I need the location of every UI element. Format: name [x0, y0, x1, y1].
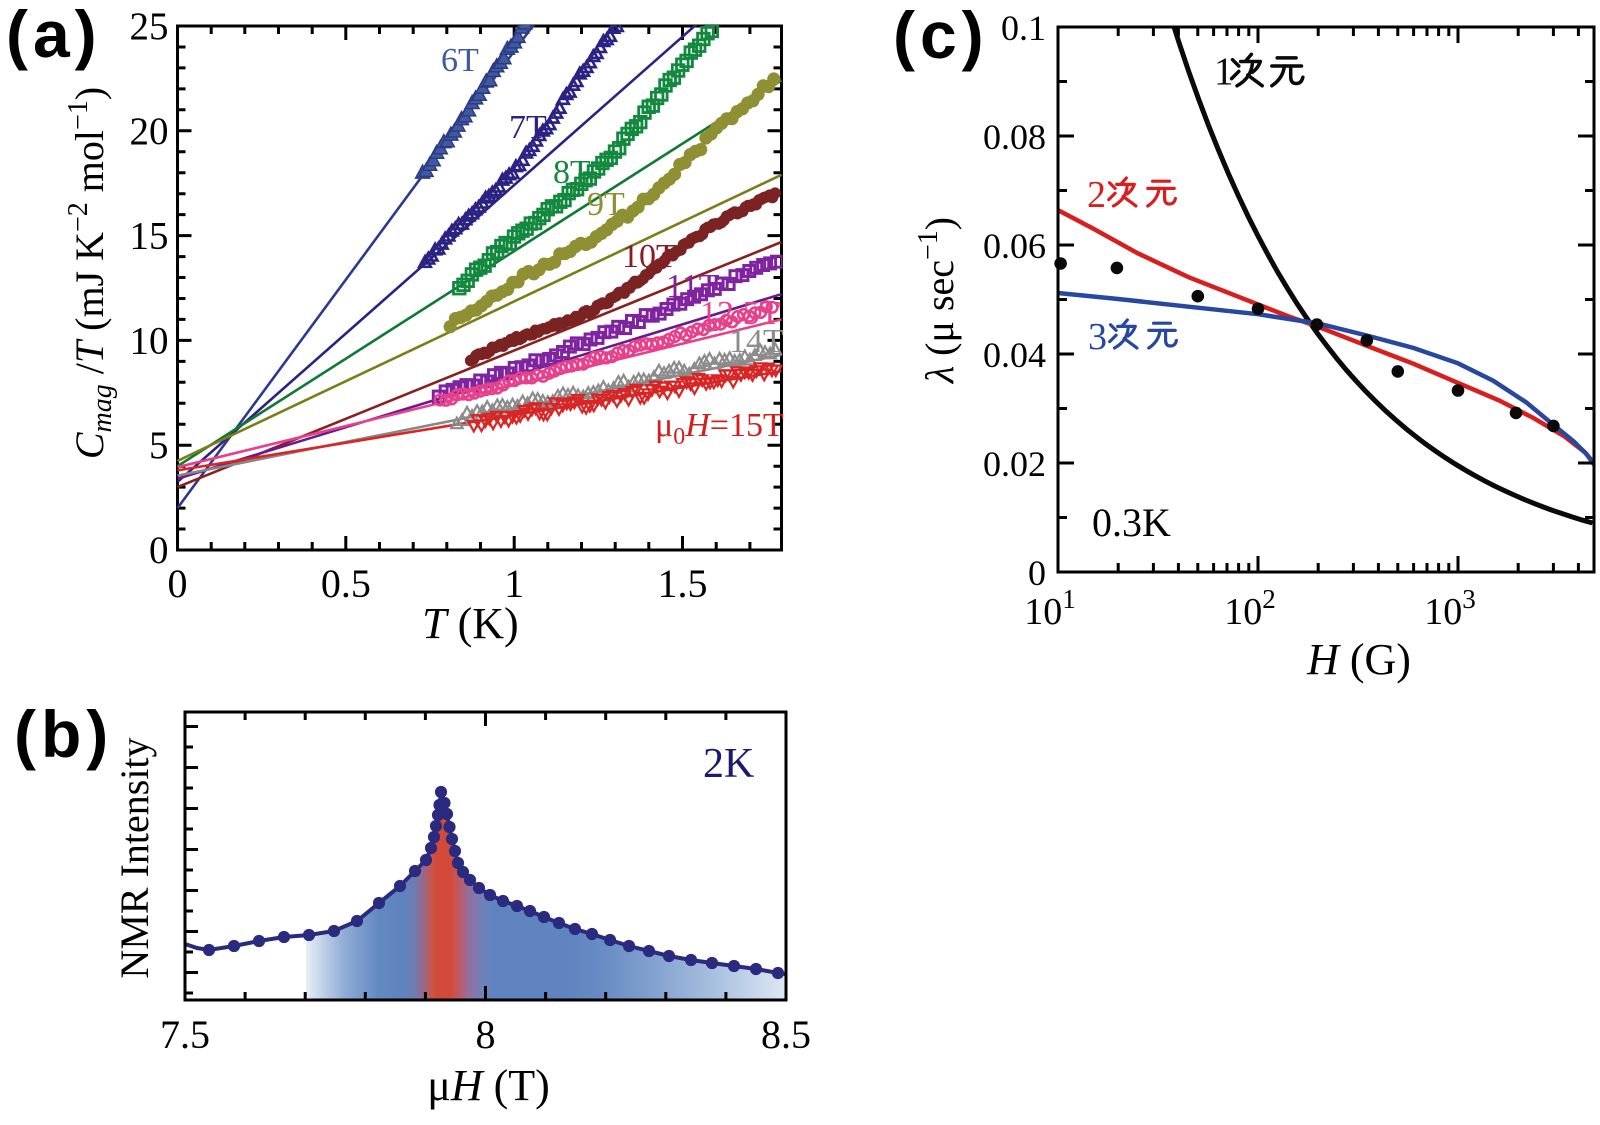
svg-text:Cmag /T (mJ K−2 mol−1): Cmag /T (mJ K−2 mol−1)	[63, 87, 118, 459]
svg-text:1: 1	[504, 561, 524, 606]
svg-text:25: 25	[130, 5, 169, 48]
svg-text:8.5: 8.5	[761, 1012, 811, 1057]
svg-text:(b): (b)	[14, 697, 113, 771]
svg-text:0.02: 0.02	[983, 444, 1046, 484]
svg-text:2K: 2K	[703, 741, 754, 787]
svg-text:(c): (c)	[893, 0, 989, 72]
svg-text:0.3K: 0.3K	[1092, 500, 1171, 545]
svg-text:20: 20	[130, 110, 169, 153]
svg-text:14T: 14T	[729, 323, 784, 360]
svg-text:μH (T): μH (T)	[427, 1061, 550, 1110]
svg-text:9T: 9T	[587, 186, 625, 223]
svg-text:8T: 8T	[553, 154, 591, 191]
svg-text:1.5: 1.5	[658, 561, 708, 606]
svg-text:0.08: 0.08	[983, 117, 1046, 157]
svg-text:H (G): H (G)	[1306, 635, 1411, 684]
svg-text:10T: 10T	[622, 238, 677, 275]
svg-text:1: 1	[1214, 50, 1234, 93]
svg-text:λ (μ sec−1): λ (μ sec−1)	[913, 217, 962, 384]
svg-text:0.5: 0.5	[321, 561, 371, 606]
svg-text:5: 5	[149, 424, 169, 467]
svg-text:11T: 11T	[666, 268, 720, 305]
svg-text:2: 2	[1087, 174, 1106, 216]
svg-text:0: 0	[168, 561, 188, 606]
svg-text:3: 3	[1088, 316, 1107, 358]
svg-text:6T: 6T	[441, 42, 479, 79]
svg-text:T (K): T (K)	[422, 599, 519, 648]
svg-text:0: 0	[1028, 553, 1046, 593]
svg-text:10: 10	[130, 319, 169, 362]
svg-text:15: 15	[130, 215, 169, 258]
svg-text:12.5T: 12.5T	[700, 295, 781, 332]
svg-text:0.06: 0.06	[983, 226, 1046, 266]
svg-text:NMR Intensity: NMR Intensity	[112, 737, 157, 978]
svg-text:8: 8	[476, 1012, 496, 1057]
svg-text:0: 0	[149, 529, 169, 572]
svg-text:0.04: 0.04	[983, 335, 1046, 375]
svg-text:7.5: 7.5	[160, 1012, 210, 1057]
svg-text:(a): (a)	[6, 0, 102, 71]
svg-text:7T: 7T	[509, 109, 547, 146]
svg-text:0.1: 0.1	[1001, 8, 1046, 48]
